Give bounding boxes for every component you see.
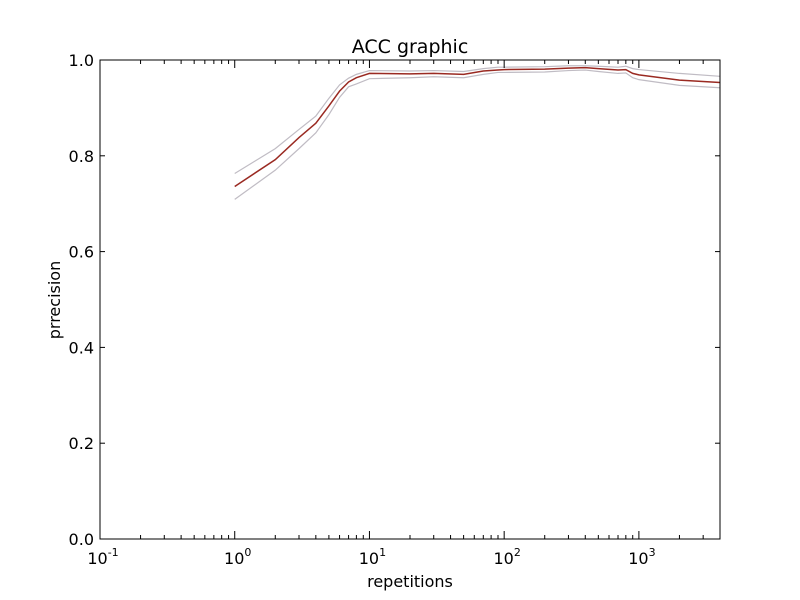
x-tick-label: 100: [224, 546, 251, 568]
x-tick-label: 102: [493, 546, 520, 568]
x-tick-label: 101: [359, 546, 386, 568]
y-axis-label: prrecision: [45, 261, 64, 339]
x-axis-label: repetitions: [367, 572, 453, 591]
series-line-lower: [234, 69, 721, 200]
y-tick-label: 0.2: [69, 434, 94, 453]
plot-frame: [99, 59, 721, 540]
series-layer: [234, 65, 721, 200]
series-line-mean: [234, 66, 721, 188]
y-tick-label: 0.6: [69, 243, 94, 262]
y-tick-label: 1.0: [69, 51, 94, 70]
series-line-upper: [234, 65, 721, 175]
ticks-layer: 0.0 0.2 0.4 0.6 0.8 1.0 10-1 100 101 102 103: [69, 51, 721, 568]
y-tick-label: 0.4: [69, 338, 94, 357]
y-tick-label: 0.8: [69, 147, 94, 166]
x-tick-label: 103: [628, 546, 655, 568]
x-tick-label: 10-1: [87, 546, 118, 568]
y-tick-label: 0.0: [69, 530, 94, 549]
chart-title: ACC graphic: [352, 36, 469, 58]
